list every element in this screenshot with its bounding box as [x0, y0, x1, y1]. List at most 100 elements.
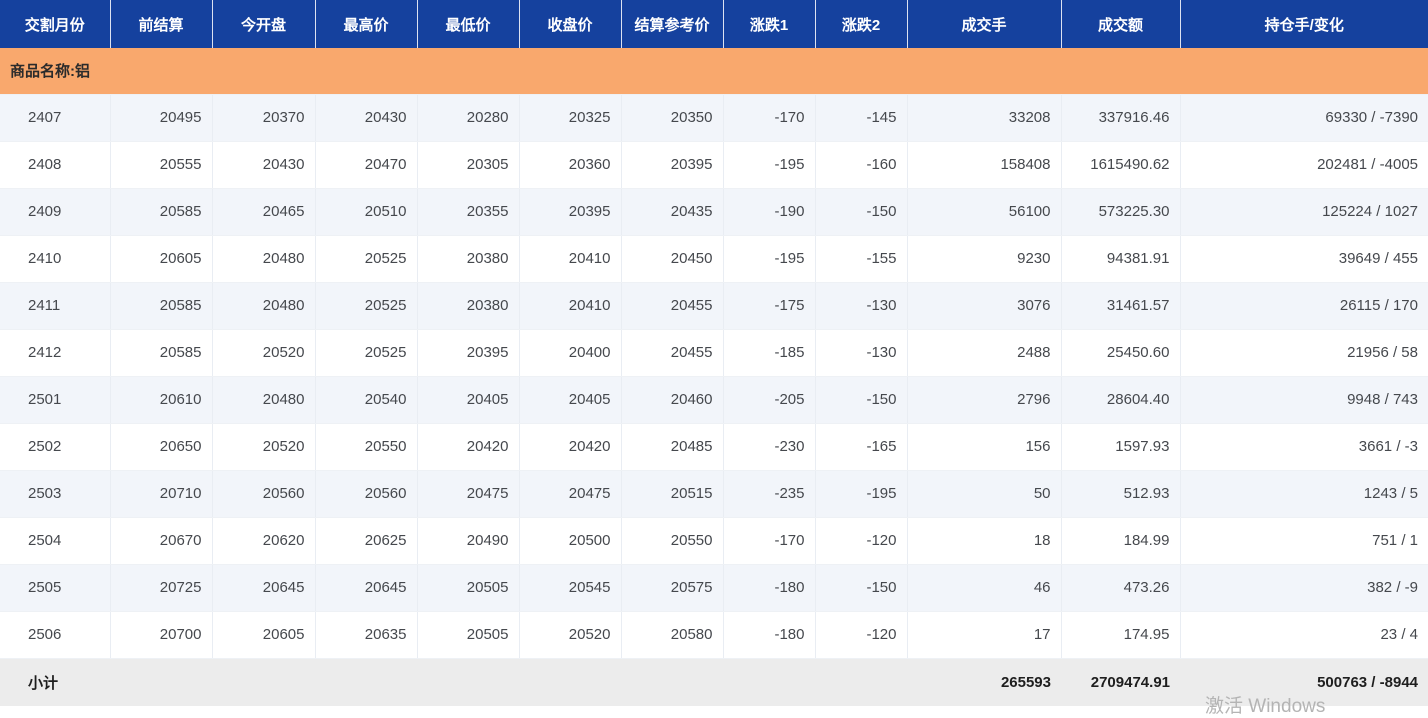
cell-prev-settle: 20555 — [110, 141, 213, 189]
cell-turnover: 184.99 — [1061, 517, 1181, 565]
cell-prev-settle: 20605 — [110, 235, 213, 283]
cell-month: 2503 — [0, 470, 111, 518]
table-row: 2502 20650 20520 20550 20420 20420 20485 -230 -1… — [0, 423, 1428, 471]
cell-high: 20525 — [315, 329, 418, 377]
cell-low: 20380 — [417, 235, 520, 283]
cell-turnover: 174.95 — [1061, 611, 1181, 659]
cell-close: 20410 — [519, 282, 622, 330]
cell-close: 20325 — [519, 94, 622, 142]
cell-change1: -190 — [723, 188, 816, 236]
cell-open: 20520 — [212, 423, 316, 471]
table-row: 2412 20585 20520 20525 20395 20400 20455 -185 -1… — [0, 329, 1428, 377]
cell-close: 20475 — [519, 470, 622, 518]
cell-turnover: 94381.91 — [1061, 235, 1181, 283]
cell-turnover: 1615490.62 — [1061, 141, 1181, 189]
cell-change1: -170 — [723, 517, 816, 565]
cell-change1: -235 — [723, 470, 816, 518]
column-header-high: 最高价 — [315, 0, 418, 48]
table-row: 2501 20610 20480 20540 20405 20405 20460 -205 -1… — [0, 376, 1428, 424]
cell-settle-ref: 20575 — [621, 564, 724, 612]
cell-low: 20405 — [417, 376, 520, 424]
column-header-month: 交割月份 — [0, 0, 111, 48]
cell-close: 20395 — [519, 188, 622, 236]
cell-change2: -155 — [815, 235, 908, 283]
cell-close: 20400 — [519, 329, 622, 377]
cell-turnover: 31461.57 — [1061, 282, 1181, 330]
cell-prev-settle: 20610 — [110, 376, 213, 424]
subtotal-label: 小计 — [0, 657, 110, 706]
cell-low: 20395 — [417, 329, 520, 377]
cell-high: 20550 — [315, 423, 418, 471]
cell-low: 20280 — [417, 94, 520, 142]
cell-prev-settle: 20585 — [110, 188, 213, 236]
cell-open: 20480 — [212, 376, 316, 424]
cell-volume: 46 — [907, 564, 1062, 612]
cell-change2: -120 — [815, 611, 908, 659]
cell-low: 20475 — [417, 470, 520, 518]
cell-turnover: 1597.93 — [1061, 423, 1181, 471]
cell-month: 2504 — [0, 517, 111, 565]
cell-change2: -150 — [815, 188, 908, 236]
table-row: 2409 20585 20465 20510 20355 20395 20435 -190 -1… — [0, 188, 1428, 236]
table-row: 2506 20700 20605 20635 20505 20520 20580 -180 -1… — [0, 611, 1428, 659]
cell-open-interest: 23 / 4 — [1180, 611, 1428, 659]
cell-prev-settle: 20585 — [110, 282, 213, 330]
cell-open-interest: 125224 / 1027 — [1180, 188, 1428, 236]
cell-settle-ref: 20580 — [621, 611, 724, 659]
cell-month: 2412 — [0, 329, 111, 377]
cell-change1: -180 — [723, 611, 816, 659]
cell-volume: 158408 — [907, 141, 1062, 189]
cell-low: 20505 — [417, 564, 520, 612]
cell-close: 20545 — [519, 564, 622, 612]
table-row: 2411 20585 20480 20525 20380 20410 20455 -175 -1… — [0, 282, 1428, 330]
cell-high: 20430 — [315, 94, 418, 142]
cell-high: 20625 — [315, 517, 418, 565]
cell-high: 20510 — [315, 188, 418, 236]
subtotal-row: 小计 265593 2709474.91 500763 / -8944 — [0, 657, 1428, 706]
cell-open-interest: 26115 / 170 — [1180, 282, 1428, 330]
cell-prev-settle: 20650 — [110, 423, 213, 471]
cell-change1: -180 — [723, 564, 816, 612]
cell-month: 2501 — [0, 376, 111, 424]
cell-volume: 3076 — [907, 282, 1062, 330]
cell-settle-ref: 20395 — [621, 141, 724, 189]
cell-open-interest: 202481 / -4005 — [1180, 141, 1428, 189]
cell-open-interest: 382 / -9 — [1180, 564, 1428, 612]
cell-high: 20635 — [315, 611, 418, 659]
cell-close: 20520 — [519, 611, 622, 659]
cell-settle-ref: 20515 — [621, 470, 724, 518]
cell-change2: -165 — [815, 423, 908, 471]
cell-prev-settle: 20725 — [110, 564, 213, 612]
cell-change1: -175 — [723, 282, 816, 330]
cell-high: 20525 — [315, 235, 418, 283]
column-header-open: 今开盘 — [212, 0, 316, 48]
cell-turnover: 473.26 — [1061, 564, 1181, 612]
cell-open: 20480 — [212, 282, 316, 330]
cell-open-interest: 1243 / 5 — [1180, 470, 1428, 518]
column-header-turnover: 成交额 — [1061, 0, 1181, 48]
cell-open-interest: 3661 / -3 — [1180, 423, 1428, 471]
cell-settle-ref: 20435 — [621, 188, 724, 236]
cell-volume: 2488 — [907, 329, 1062, 377]
column-header-low: 最低价 — [417, 0, 520, 48]
cell-change2: -130 — [815, 282, 908, 330]
cell-open: 20645 — [212, 564, 316, 612]
cell-change2: -130 — [815, 329, 908, 377]
cell-volume: 50 — [907, 470, 1062, 518]
cell-volume: 156 — [907, 423, 1062, 471]
cell-open: 20605 — [212, 611, 316, 659]
cell-settle-ref: 20455 — [621, 329, 724, 377]
column-header-settle-ref: 结算参考价 — [621, 0, 724, 48]
cell-change2: -150 — [815, 564, 908, 612]
cell-high: 20645 — [315, 564, 418, 612]
cell-open: 20430 — [212, 141, 316, 189]
cell-month: 2506 — [0, 611, 111, 659]
cell-open: 20370 — [212, 94, 316, 142]
commodity-group-row: 商品名称:铝 — [0, 48, 1428, 95]
table-row: 2408 20555 20430 20470 20305 20360 20395 -195 -1… — [0, 141, 1428, 189]
cell-change1: -170 — [723, 94, 816, 142]
cell-volume: 33208 — [907, 94, 1062, 142]
cell-turnover: 512.93 — [1061, 470, 1181, 518]
cell-volume: 9230 — [907, 235, 1062, 283]
